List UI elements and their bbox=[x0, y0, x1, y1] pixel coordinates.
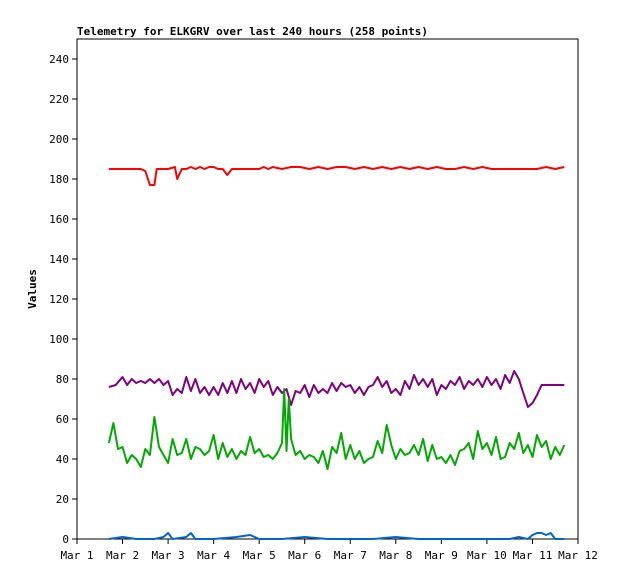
y-tick-label: 120 bbox=[49, 293, 69, 306]
x-tick-label: Mar 6 bbox=[288, 549, 321, 562]
y-tick-label: 240 bbox=[49, 53, 69, 66]
x-tick-label: Mar 11 bbox=[513, 549, 553, 562]
y-tick-label: 60 bbox=[56, 413, 69, 426]
x-tick-label: Mar 8 bbox=[379, 549, 412, 562]
x-tick-label: Mar 4 bbox=[197, 549, 230, 562]
plot-area bbox=[76, 38, 579, 540]
y-tick-label: 200 bbox=[49, 133, 69, 146]
series-line-4 bbox=[108, 532, 565, 540]
y-tick-label: 100 bbox=[49, 333, 69, 346]
y-tick-label: 80 bbox=[56, 373, 69, 386]
y-tick-label: 160 bbox=[49, 213, 69, 226]
x-tick-label: Mar 1 bbox=[60, 549, 93, 562]
series-line-1 bbox=[108, 166, 565, 186]
series-lines bbox=[107, 166, 566, 540]
x-tick-label: Mar 9 bbox=[425, 549, 458, 562]
x-tick-label: Mar 7 bbox=[334, 549, 367, 562]
y-tick-label: 180 bbox=[49, 173, 69, 186]
y-tick-label: 0 bbox=[62, 533, 69, 546]
x-axis-ticks: Mar 1 Mar 2 Mar 3 Mar 4 Mar 5 Mar 6 Mar 7 Mar 8… bbox=[60, 539, 598, 562]
series-line-3 bbox=[107, 388, 566, 470]
x-tick-label: Mar 3 bbox=[152, 549, 185, 562]
y-tick-label: 140 bbox=[49, 253, 69, 266]
x-tick-label: Mar 12 bbox=[558, 549, 598, 562]
chart-title: Telemetry for ELKGRV over last 240 hours… bbox=[77, 25, 428, 38]
y-tick-label: 20 bbox=[56, 493, 69, 506]
x-tick-label: Mar 5 bbox=[243, 549, 276, 562]
y-tick-label: 220 bbox=[49, 93, 69, 106]
y-axis-ticks: 0 20 40 60 80 100 120 140 160 180 200 220 240 bbox=[49, 53, 77, 546]
series-line-2 bbox=[108, 370, 565, 408]
x-tick-label: Mar 10 bbox=[467, 549, 507, 562]
y-axis-label: Values bbox=[26, 269, 39, 309]
y-tick-label: 40 bbox=[56, 453, 69, 466]
x-tick-label: Mar 2 bbox=[106, 549, 139, 562]
